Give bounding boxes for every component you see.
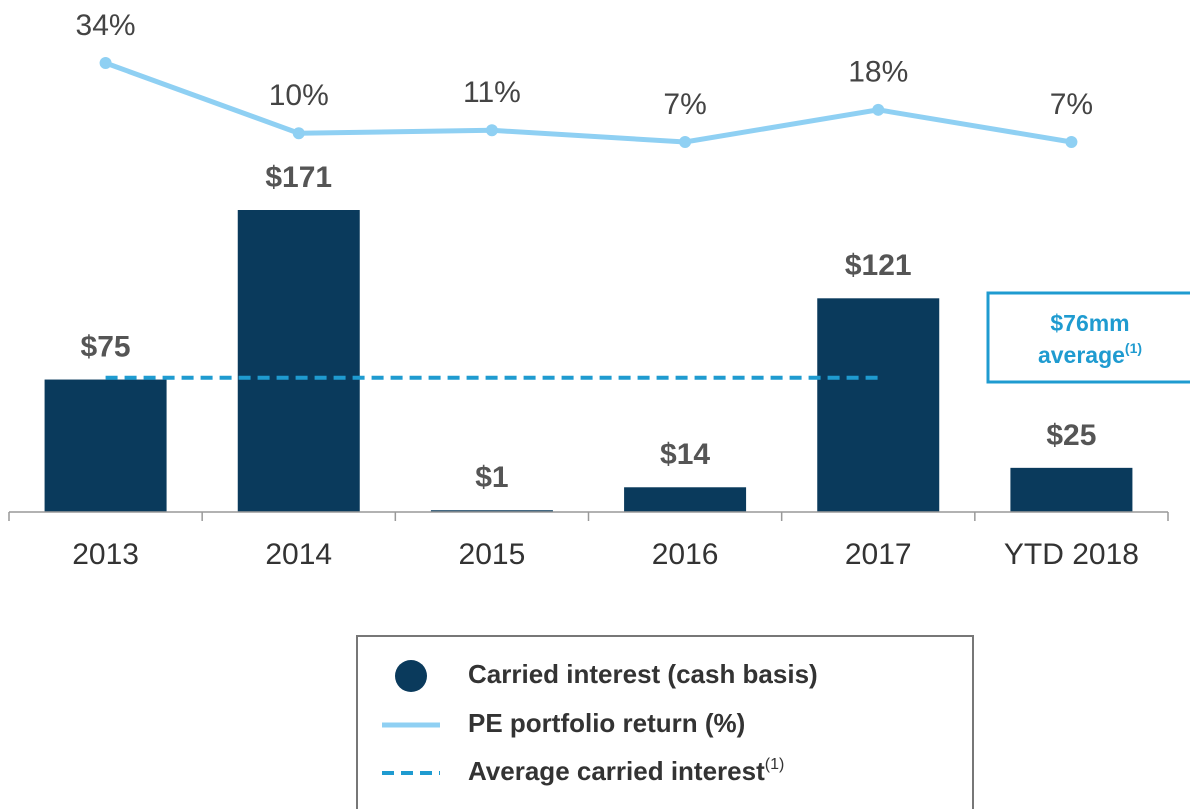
legend-label: Carried interest (cash basis) [468,659,818,689]
annotation-note: (1) [1125,340,1142,356]
bar [817,298,940,512]
line-value-label: 34% [76,9,136,42]
bar-value-label: $25 [1046,419,1096,452]
legend-marker [395,660,427,692]
x-tick-label: 2014 [265,538,332,571]
bar [237,210,360,512]
line-point [485,124,498,137]
line-value-label: 18% [848,56,908,89]
annotation-box [986,291,1190,384]
bar-value-label: $171 [265,161,332,194]
bar [430,510,553,512]
annotation: $76mm [1050,310,1129,336]
line-value-label: 7% [1050,88,1093,121]
legend-label: PE portfolio return (%) [468,708,745,738]
line-point [1065,136,1078,148]
line-value-label: 11% [463,76,521,109]
x-tick-label: 2016 [652,538,719,571]
x-tick-label: 2015 [459,538,526,571]
bar [1010,467,1133,512]
line-point [99,57,112,69]
line-value-label: 10% [269,79,329,112]
line-point [872,103,885,116]
line-point [679,136,692,148]
legend-text: Average carried interest [468,756,765,786]
x-tick-label: 2017 [845,538,912,571]
x-tick-label: 2013 [72,538,139,571]
bar-value-label: $75 [81,330,131,363]
line [104,60,1072,145]
bar [624,487,747,512]
legend-note: (1) [765,756,785,773]
line-value-label: 7% [663,88,706,121]
bar-value-label: $121 [845,249,912,282]
legend-label: Average carried interest(1) [468,756,784,786]
line-point [292,127,305,140]
annotation: average(1) [1038,340,1142,368]
bar-value-label: $14 [660,438,710,471]
bar [44,379,167,512]
legend-box [356,635,974,809]
x-tick-label: YTD 2018 [1004,538,1139,571]
bar-value-label: $1 [475,461,508,494]
annotation-text: average [1038,342,1125,368]
